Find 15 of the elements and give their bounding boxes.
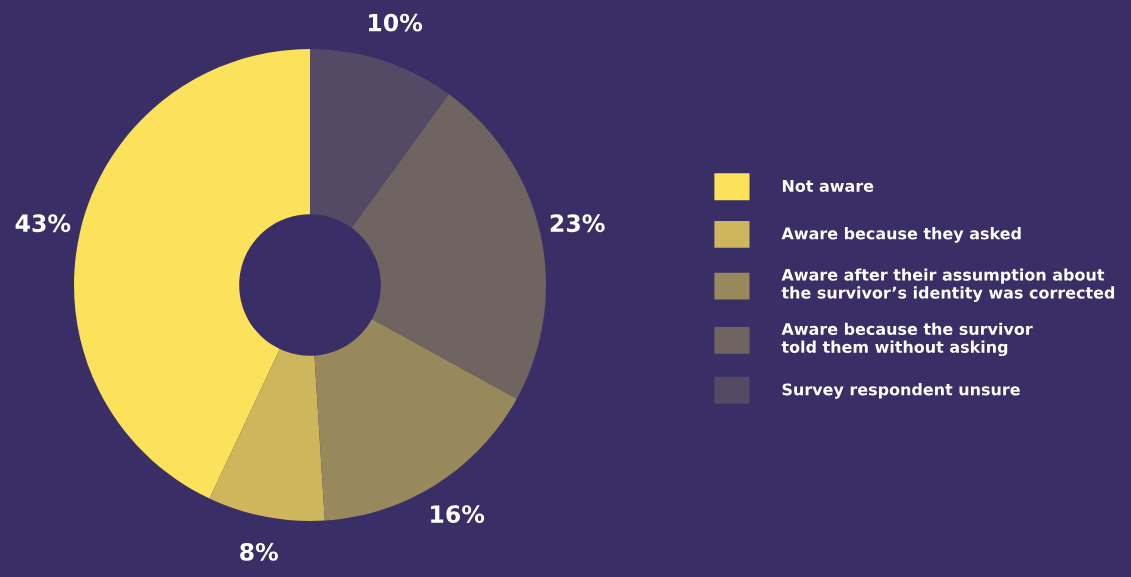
donut-slice	[351, 94, 546, 399]
data-label: 8%	[240, 542, 278, 561]
data-label: 10%	[369, 13, 423, 32]
donut-slice	[209, 349, 325, 521]
donut-slice	[314, 319, 517, 521]
legend-label: Aware after their assumption about the survivor’s identity was corrected	[781, 268, 1115, 302]
data-label: 16%	[431, 505, 485, 523]
legend-label: Aware because the survivor told them without asking	[781, 322, 1033, 357]
donut-slice	[310, 49, 449, 228]
legend-label: Survey respondent unsure	[782, 383, 1020, 399]
legend-label: Not aware	[782, 180, 874, 192]
data-label: 23%	[550, 214, 605, 233]
donut-slice	[74, 49, 310, 499]
data-label: 43%	[15, 214, 71, 233]
legend-label: Aware because they asked	[781, 227, 1021, 243]
